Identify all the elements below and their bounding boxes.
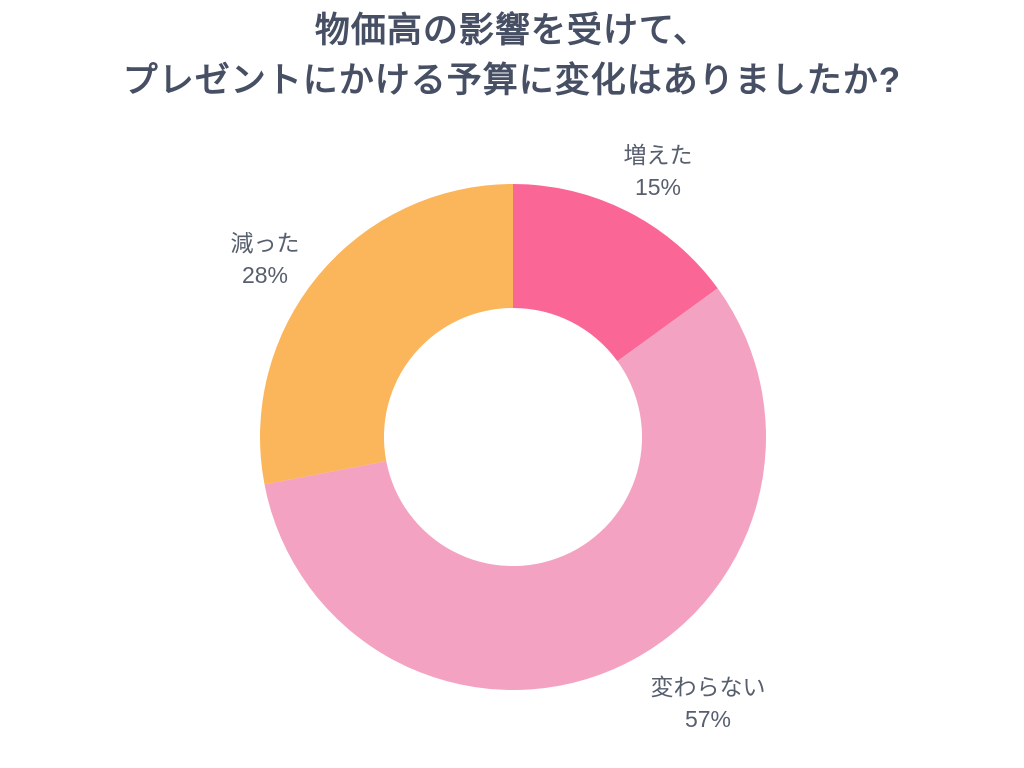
- pie-segment-減った: [259, 184, 513, 485]
- chart-title: 物価高の影響を受けて、 プレゼントにかける予算に変化はありましたか?: [0, 6, 1024, 106]
- segment-label-increased: 増えた 15%: [578, 139, 738, 203]
- segment-label-increased-name: 増えた: [623, 142, 693, 168]
- chart-title-line2: プレゼントにかける予算に変化はありましたか?: [122, 61, 902, 100]
- segment-label-unchanged-percent: 57%: [684, 706, 732, 732]
- chart-title-line1: 物価高の影響を受けて、: [314, 11, 710, 50]
- segment-label-decreased-name: 減った: [230, 230, 300, 256]
- segment-label-unchanged: 変わらない 57%: [598, 671, 818, 735]
- pie-segment-変わらない: [264, 288, 766, 690]
- segment-label-decreased-percent: 28%: [241, 262, 289, 288]
- segment-label-unchanged-name: 変わらない: [650, 674, 766, 700]
- segment-label-decreased: 減った 28%: [185, 227, 345, 291]
- pie-segment-増えた: [513, 184, 718, 362]
- segment-label-increased-percent: 15%: [634, 174, 682, 200]
